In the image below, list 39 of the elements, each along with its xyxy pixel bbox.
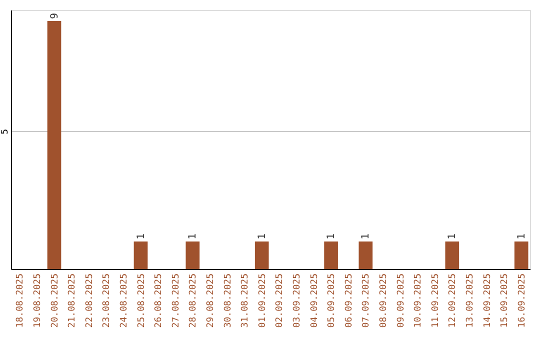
x-tick-label: 26.08.2025 <box>154 274 164 328</box>
data-label: 1 <box>188 233 199 240</box>
x-tick-label: 08.09.2025 <box>378 274 389 328</box>
x-tick-label: 29.08.2025 <box>206 274 216 328</box>
x-tick-label: 25.08.2025 <box>136 274 147 328</box>
data-label: 1 <box>360 233 372 240</box>
x-tick-label: 12.09.2025 <box>448 274 458 328</box>
x-tick-label: 20.08.2025 <box>50 274 60 328</box>
x-tick-label: 04.09.2025 <box>310 274 320 328</box>
x-tick-label: 16.09.2025 <box>517 274 528 328</box>
x-tick-label: 06.09.2025 <box>344 274 354 328</box>
x-tick-label: 13.09.2025 <box>465 274 476 328</box>
x-tick-label: 10.09.2025 <box>414 274 424 328</box>
x-tick-label: 22.08.2025 <box>84 274 95 328</box>
x-tick-label: 02.09.2025 <box>275 274 286 328</box>
x-tick-label: 31.08.2025 <box>240 274 251 328</box>
data-label: 1 <box>516 233 528 240</box>
data-label: 1 <box>136 233 147 240</box>
x-tick-label: 24.08.2025 <box>119 274 130 328</box>
x-tick-label: 15.09.2025 <box>500 274 510 328</box>
data-label: 9 <box>49 12 60 20</box>
x-tick-label: 18.08.2025 <box>16 274 26 328</box>
x-tick-label: 01.09.2025 <box>258 274 268 328</box>
x-tick-label: 14.09.2025 <box>482 274 493 328</box>
data-label: 1 <box>256 233 268 240</box>
x-tick-label: 11.09.2025 <box>430 274 441 328</box>
x-tick-label: 23.08.2025 <box>102 274 112 328</box>
x-tick-label: 03.09.2025 <box>292 274 302 328</box>
x-tick-label: 09.09.2025 <box>396 274 406 328</box>
x-tick-label: 30.08.2025 <box>223 274 234 328</box>
x-tick-label: 19.08.2025 <box>32 274 43 328</box>
data-label: 1 <box>326 233 338 240</box>
x-tick-label: 07.09.2025 <box>362 274 372 328</box>
x-tick-label: 05.09.2025 <box>327 274 338 328</box>
data-label: 1 <box>447 233 458 240</box>
y-tick-label: 5 <box>0 129 10 134</box>
x-tick-label: 21.08.2025 <box>68 274 78 328</box>
x-tick-label: 27.08.2025 <box>171 274 182 328</box>
x-tick-label: 28.08.2025 <box>188 274 199 328</box>
